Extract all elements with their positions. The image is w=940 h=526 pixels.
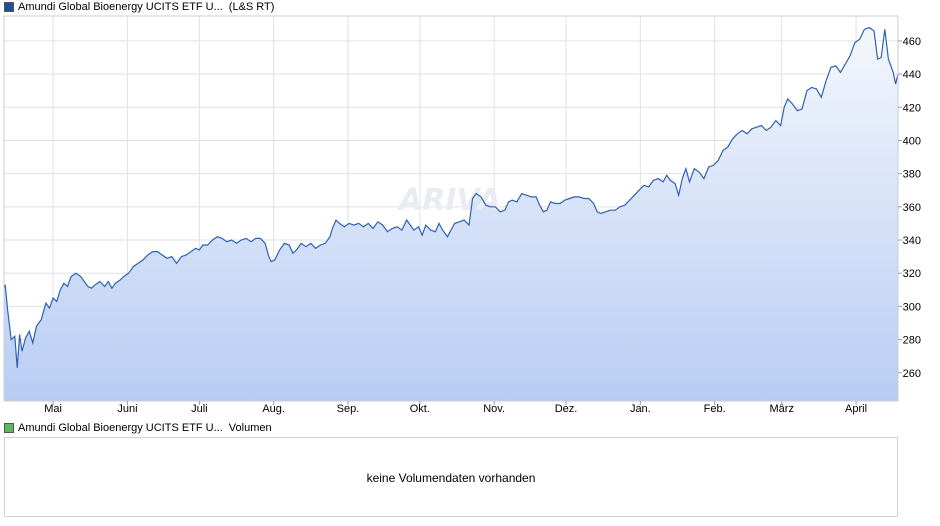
y-tick-label: 280 <box>903 335 921 347</box>
volume-legend: Amundi Global Bioenergy UCITS ETF U... V… <box>4 421 272 435</box>
x-tick-label: April <box>845 403 867 415</box>
x-tick-label: Aug. <box>262 403 285 415</box>
volume-series-label: Volumen <box>228 422 272 434</box>
x-tick-label: Okt. <box>410 403 430 415</box>
y-tick-label: 340 <box>903 235 921 247</box>
x-tick-label: Sep. <box>337 403 360 415</box>
y-tick-label: 300 <box>903 301 921 313</box>
y-tick-label: 320 <box>903 268 921 280</box>
price-series-exchange: (L&S RT) <box>228 1 275 13</box>
y-tick-label: 380 <box>903 169 921 181</box>
y-tick-label: 400 <box>903 135 921 147</box>
price-series-name: Amundi Global Bioenergy UCITS ETF U... <box>18 1 223 13</box>
x-tick-label: Mai <box>44 403 62 415</box>
x-tick-label: Juni <box>117 403 137 415</box>
volume-series-swatch <box>4 423 14 433</box>
watermark-logo: ARIVA <box>397 183 501 218</box>
x-tick-label: Feb. <box>704 403 726 415</box>
y-tick-label: 260 <box>903 368 921 380</box>
x-tick-label: März <box>770 403 794 415</box>
y-tick-label: 440 <box>903 69 921 81</box>
x-tick-label: Dez. <box>555 403 578 415</box>
x-axis: Mai Juni Juli Aug. Sep. Okt. Nov. Dez. Jan. Feb. M… <box>44 401 867 415</box>
no-volume-message: keine Volumendaten vorhanden <box>366 471 536 485</box>
price-chart[interactable]: ARIVA 260280300320340360380400420440460 … <box>0 0 940 420</box>
y-tick-label: 460 <box>903 36 921 48</box>
price-line <box>4 26 898 368</box>
y-axis: 260 280 300 320 340 360 380 400 420 440 460 <box>898 36 921 380</box>
y-tick-label: 420 <box>903 102 921 114</box>
volume-series-name: Amundi Global Bioenergy UCITS ETF U... <box>18 422 223 434</box>
volume-panel: keine Volumendaten vorhanden <box>4 437 898 517</box>
price-area <box>4 27 898 401</box>
x-tick-label: Juli <box>191 403 208 415</box>
price-series-swatch <box>4 2 14 12</box>
y-tick-label: 360 <box>903 202 921 214</box>
plot-border <box>3 15 899 402</box>
x-tick-label: Jan. <box>630 403 651 415</box>
price-legend: Amundi Global Bioenergy UCITS ETF U... (… <box>4 0 274 14</box>
x-tick-label: Nov. <box>483 403 505 415</box>
